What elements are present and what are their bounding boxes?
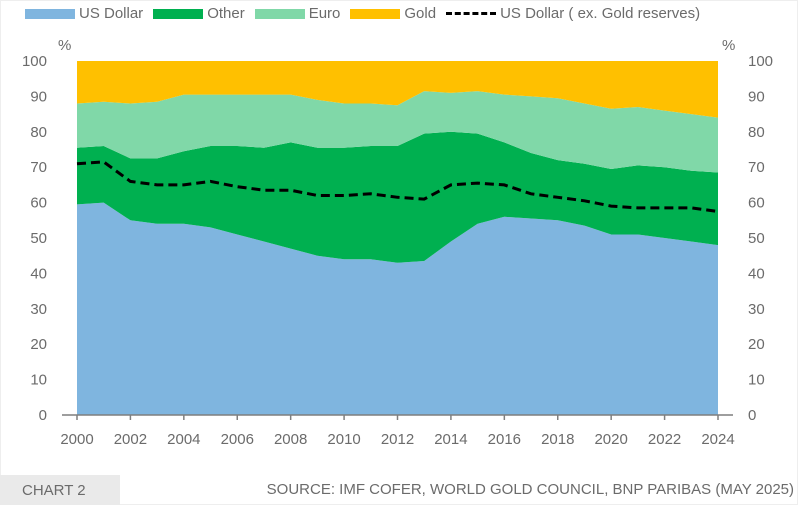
- legend-swatch-dashed-line: [446, 12, 497, 15]
- x-tick-label: 2014: [434, 431, 467, 448]
- x-tick-label: 2000: [60, 431, 93, 448]
- legend-label-other: Other: [207, 5, 245, 22]
- chart-number-tag: CHART 2: [0, 475, 120, 505]
- x-tick-label: 2006: [221, 431, 254, 448]
- x-tick-label: 2004: [167, 431, 200, 448]
- y-tick-label-right: 30: [748, 301, 765, 318]
- area-gold: [77, 61, 718, 118]
- y-tick-label-left: 70: [30, 159, 47, 176]
- legend-swatch-other: [153, 8, 204, 19]
- y-tick-label-right: 70: [748, 159, 765, 176]
- legend-item-euro: Euro: [254, 5, 341, 22]
- legend-item-other: Other: [153, 5, 245, 22]
- legend-label-gold: Gold: [404, 5, 437, 22]
- area-layer: [77, 61, 718, 415]
- y-tick-label-left: 30: [30, 301, 47, 318]
- y-tick-label-right: 10: [748, 372, 765, 389]
- legend-swatch-gold: [350, 8, 401, 19]
- x-tick-label: 2012: [381, 431, 414, 448]
- y-tick-label-right: 0: [748, 407, 756, 424]
- legend-item-gold: Gold: [350, 5, 436, 22]
- legend-label-us-dollar-ex-gold: US Dollar ( ex. Gold reserves): [500, 5, 701, 22]
- y-tick-label-left: 80: [30, 124, 47, 141]
- x-tick-label: 2002: [114, 431, 147, 448]
- y-tick-label-left: 0: [39, 407, 47, 424]
- line-layer: [76, 160, 719, 213]
- y-tick-label-right: 80: [748, 124, 765, 141]
- legend-swatch-euro: [254, 8, 305, 19]
- x-tick-label: 2024: [701, 431, 734, 448]
- legend-swatch-us-dollar: [25, 8, 75, 19]
- y-tick-label-right: 60: [748, 195, 765, 212]
- y-tick-label-left: 10: [30, 372, 47, 389]
- y-tick-label-left: 20: [30, 336, 47, 353]
- chart-svg: 2000 2002 2004 2006 2008 2010 2012 2014 2016 2018…: [22, 37, 773, 448]
- line-us-dollar-ex-gold: [76, 160, 719, 213]
- x-tick-label: 2010: [327, 431, 360, 448]
- source-note: SOURCE: IMF COFER, WORLD GOLD COUNCIL, B…: [266, 481, 794, 498]
- legend-item-us-dollar-ex-gold: US Dollar ( ex. Gold reserves): [446, 5, 700, 22]
- area-euro: [77, 91, 718, 173]
- y-tick-label-right: 100: [748, 53, 773, 70]
- x-tick-label: 2022: [648, 431, 681, 448]
- legend-label-us-dollar: US Dollar: [79, 5, 144, 22]
- x-tick-label: 2016: [488, 431, 521, 448]
- x-tick-label: 2018: [541, 431, 574, 448]
- y-tick-label-left: 40: [30, 265, 47, 282]
- x-tick-label: 2020: [594, 431, 627, 448]
- area-us-dollar: [77, 202, 718, 415]
- y-axis-right-unit-label: %: [722, 37, 735, 54]
- legend-label-euro: Euro: [308, 5, 341, 22]
- x-tick-label: 2008: [274, 431, 307, 448]
- y-tick-label-left: 100: [22, 53, 47, 70]
- legend-item-us-dollar: US Dollar: [25, 5, 143, 22]
- y-tick-label-left: 50: [30, 230, 47, 247]
- y-tick-label-right: 50: [748, 230, 765, 247]
- y-axis-left-unit-label: %: [58, 37, 71, 54]
- legend: US Dollar Other Euro Gold US Dollar ( ex…: [25, 5, 710, 22]
- axes-layer: 2000 2002 2004 2006 2008 2010 2012 2014 2016 2018…: [22, 53, 773, 448]
- y-tick-label-right: 40: [748, 265, 765, 282]
- y-tick-label-left: 90: [30, 88, 47, 105]
- y-tick-label-left: 60: [30, 195, 47, 212]
- y-tick-label-right: 20: [748, 336, 765, 353]
- y-tick-label-right: 90: [748, 88, 765, 105]
